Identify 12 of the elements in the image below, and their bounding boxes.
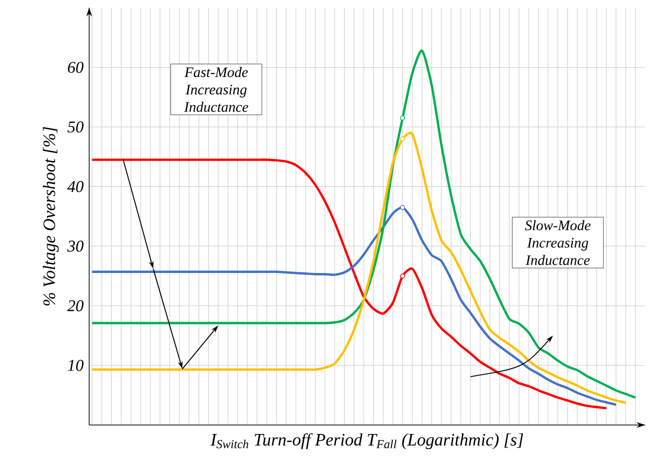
y-tick-label: 50 <box>68 121 84 133</box>
y-tick-label: 30 <box>67 240 84 252</box>
line-series <box>90 50 637 399</box>
annotation: Slow-Mode Increasing Inductance <box>524 220 591 266</box>
annotation: Fast-Mode Increasing Inductance <box>184 66 248 112</box>
y-tick-label: 60 <box>68 62 84 73</box>
y-tick-label: 40 <box>67 181 84 192</box>
y-tick-label: 10 <box>68 360 84 371</box>
x-axis-title: I$_{Switch}$ Turn-off Period T$_{Fall}$ (Logarithmic) [s] <box>210 433 524 450</box>
y-axis-title: % Voltage Overshoot [%] <box>42 127 59 306</box>
y-tick-label: 20 <box>67 300 84 312</box>
line-series <box>90 206 618 406</box>
